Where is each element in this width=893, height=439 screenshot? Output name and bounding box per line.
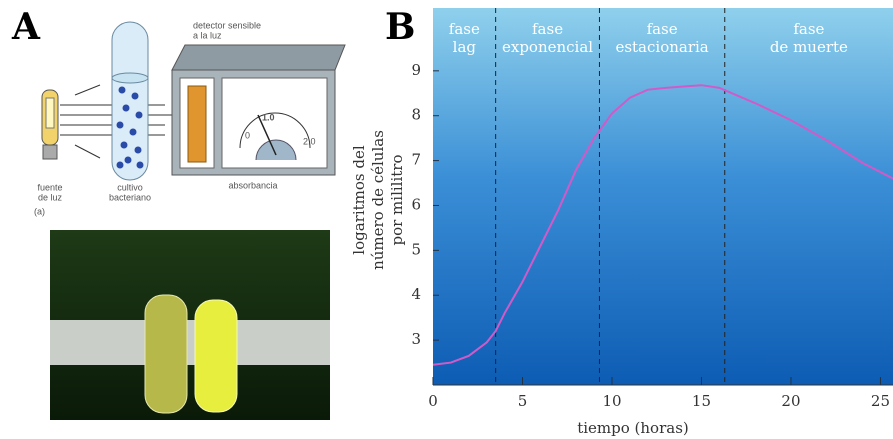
x-tick-label: 0	[428, 392, 438, 410]
phase-label: fase	[532, 20, 563, 38]
phase-label: fase	[647, 20, 678, 38]
y-tick-label: 4	[411, 285, 421, 303]
y-axis-label: número de células	[369, 130, 387, 270]
y-tick-label: 9	[411, 61, 421, 79]
x-tick-label: 15	[692, 392, 711, 410]
plot-background	[433, 8, 893, 385]
x-tick-label: 25	[871, 392, 890, 410]
photo	[50, 230, 330, 420]
phase-label: lag	[453, 38, 477, 56]
phase-label: de muerte	[770, 38, 848, 56]
y-axis-label: logaritmos del	[350, 145, 368, 255]
y-tick-label: 6	[411, 195, 421, 213]
x-tick-label: 20	[781, 392, 800, 410]
y-tick-label: 8	[411, 106, 421, 124]
detector-label: a la luz	[193, 30, 222, 40]
dial-label: 1.0	[262, 112, 275, 122]
phase-label: exponencial	[502, 38, 593, 56]
meter-label: absorbancia	[228, 180, 277, 190]
x-tick-label: 5	[518, 392, 528, 410]
y-tick-label: 7	[411, 151, 421, 169]
phase-label: fase	[793, 20, 824, 38]
x-axis-label: tiempo (horas)	[577, 419, 689, 437]
diagram	[41, 21, 346, 181]
panel-label: A	[11, 6, 41, 48]
caption: (a)	[34, 206, 45, 216]
y-tick-label: 3	[411, 330, 421, 348]
source-label: de luz	[38, 192, 63, 202]
y-tick-label: 5	[411, 240, 421, 258]
dial-label: 0	[245, 130, 250, 140]
phase-label: fase	[449, 20, 480, 38]
detector-label: detector sensible	[193, 20, 261, 30]
growth-curve	[432, 84, 893, 366]
panel-label: B	[385, 6, 415, 48]
culture-label: bacteriano	[109, 192, 151, 202]
source-label: fuente	[37, 182, 62, 192]
y-axis-label: por mililitro	[388, 154, 406, 245]
culture-label: cultivo	[117, 182, 143, 192]
x-tick-label: 10	[602, 392, 621, 410]
dial-label: 2.0	[303, 136, 316, 146]
phase-label: estacionaria	[615, 38, 708, 56]
